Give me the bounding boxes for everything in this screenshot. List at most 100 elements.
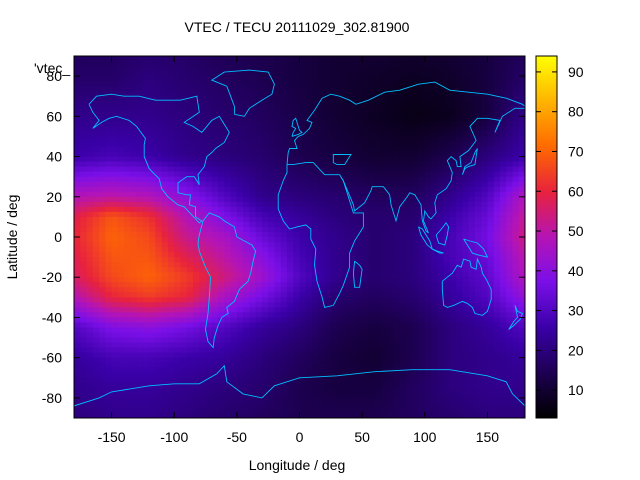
heatmap-cell [462,362,470,369]
heatmap-cell [180,106,188,112]
heatmap-cell [374,342,382,349]
heatmap-cell [330,66,338,72]
heatmap-cell [318,116,326,122]
heatmap-cell [349,141,357,148]
heatmap-cell [149,86,157,92]
heatmap-cell [424,141,432,148]
heatmap-cell [174,211,182,218]
heatmap-cell [211,357,219,364]
heatmap-cell [286,96,294,102]
heatmap-cell [286,221,294,228]
heatmap-cell [268,252,276,258]
heatmap-cell [161,91,169,97]
heatmap-cell [399,221,407,228]
heatmap-cell [149,141,157,148]
heatmap-cell [299,262,307,268]
heatmap-cell [99,257,106,263]
heatmap-cell [130,156,138,163]
heatmap-cell [80,312,88,319]
heatmap-cell [174,221,182,228]
heatmap-cell [481,81,489,87]
heatmap-cell [186,307,194,314]
heatmap-cell [330,312,338,319]
heatmap-cell [324,61,332,67]
heatmap-cell [312,242,319,248]
heatmap-cell [312,171,319,178]
heatmap-cell [255,126,263,133]
heatmap-cell [324,242,332,248]
heatmap-cell [512,377,520,384]
heatmap-cell [99,237,106,243]
heatmap-cell [280,272,288,278]
heatmap-cell [180,71,188,77]
heatmap-cell [518,317,525,324]
heatmap-cell [236,181,244,188]
heatmap-cell [468,352,476,359]
heatmap-cell [105,231,113,238]
heatmap-cell [337,357,344,364]
heatmap-cell [149,347,157,354]
heatmap-cell [405,121,413,127]
heatmap-cell [117,267,125,273]
heatmap-cell [462,136,470,143]
heatmap-cell [449,297,457,303]
heatmap-cell [468,342,476,349]
heatmap-cell [418,282,426,288]
heatmap-cell [493,342,501,349]
heatmap-cell [149,61,157,67]
heatmap-cell [493,191,501,198]
heatmap-cell [111,231,119,238]
heatmap-cell [155,131,163,138]
heatmap-cell [337,377,344,384]
heatmap-cell [92,282,100,288]
heatmap-cell [236,76,244,82]
heatmap-cell [374,317,382,324]
heatmap-cell [499,367,507,374]
heatmap-cell [180,156,188,163]
heatmap-cell [286,126,294,133]
heatmap-cell [481,327,489,334]
heatmap-cell [211,86,219,92]
heatmap-cell [230,347,238,354]
heatmap-cell [230,277,238,283]
heatmap-cell [393,201,401,208]
heatmap-cell [387,66,395,72]
heatmap-cell [243,96,250,102]
heatmap-cell [499,71,507,77]
heatmap-cell [255,252,263,258]
heatmap-cell [312,181,319,188]
heatmap-cell [92,161,100,168]
heatmap-cell [161,191,169,198]
heatmap-cell [349,176,357,183]
heatmap-cell [155,277,163,283]
heatmap-cell [286,292,294,298]
heatmap-cell [280,106,288,112]
heatmap-cell [218,302,225,308]
heatmap-cell [374,211,382,218]
heatmap-cell [99,302,106,308]
heatmap-cell [174,176,182,183]
heatmap-cell [236,151,244,158]
heatmap-cell [443,146,451,153]
heatmap-cell [312,146,319,153]
heatmap-cell [418,392,426,399]
heatmap-cell [249,151,257,158]
heatmap-cell [111,111,119,117]
heatmap-cell [199,136,207,143]
heatmap-cell [293,377,301,384]
heatmap-cell [355,362,363,369]
heatmap-cell [92,312,100,319]
heatmap-cell [487,382,495,389]
heatmap-cell [456,151,463,158]
heatmap-cell [424,302,432,308]
heatmap-cell [211,171,219,178]
heatmap-cell [136,206,144,213]
heatmap-cell [493,96,501,102]
heatmap-cell [393,262,401,268]
heatmap-cell [399,81,407,87]
heatmap-cell [174,66,182,72]
heatmap-cell [456,116,463,122]
heatmap-cell [105,186,113,193]
heatmap-cell [324,206,332,213]
heatmap-cell [380,86,388,92]
